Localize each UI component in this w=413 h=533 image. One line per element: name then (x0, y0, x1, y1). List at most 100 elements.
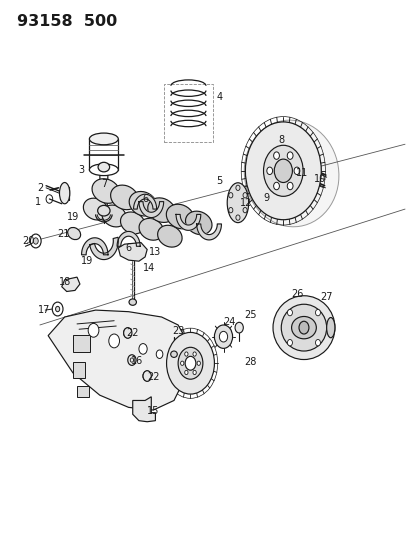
Text: 27: 27 (320, 292, 332, 302)
Circle shape (184, 370, 188, 375)
Circle shape (178, 348, 202, 379)
Circle shape (245, 122, 320, 220)
Polygon shape (90, 237, 118, 260)
Polygon shape (118, 243, 147, 261)
Text: 93158  500: 93158 500 (17, 14, 117, 29)
Circle shape (219, 332, 227, 342)
Text: 26: 26 (291, 289, 303, 299)
Polygon shape (139, 201, 163, 217)
Circle shape (185, 357, 195, 370)
Circle shape (30, 234, 41, 248)
Text: 15: 15 (147, 406, 159, 416)
Ellipse shape (227, 183, 248, 223)
Circle shape (55, 306, 59, 312)
Text: 9: 9 (263, 193, 269, 204)
Text: 17: 17 (38, 305, 50, 315)
Bar (73, 335, 90, 352)
Ellipse shape (129, 191, 157, 216)
Ellipse shape (67, 228, 81, 240)
Circle shape (293, 167, 299, 174)
Ellipse shape (147, 198, 175, 222)
Ellipse shape (291, 317, 316, 339)
Circle shape (273, 182, 279, 190)
Ellipse shape (139, 219, 163, 240)
Text: 19: 19 (81, 256, 93, 266)
Circle shape (156, 350, 162, 359)
Text: 4: 4 (216, 92, 222, 102)
Circle shape (52, 302, 63, 316)
Text: 14: 14 (143, 263, 155, 273)
Text: 2: 2 (37, 183, 43, 193)
Text: 25: 25 (244, 310, 256, 320)
Polygon shape (117, 231, 140, 246)
Text: 3: 3 (78, 165, 84, 175)
Text: 28: 28 (244, 357, 256, 367)
Polygon shape (62, 277, 80, 292)
Text: 8: 8 (278, 135, 284, 145)
Text: 19: 19 (66, 212, 79, 222)
Circle shape (263, 146, 302, 196)
Ellipse shape (120, 212, 145, 234)
Text: 13: 13 (149, 247, 161, 257)
Text: 1: 1 (35, 197, 41, 207)
Circle shape (214, 325, 232, 349)
Circle shape (287, 310, 292, 316)
Bar (73, 362, 85, 378)
Ellipse shape (102, 205, 126, 227)
Circle shape (315, 310, 320, 316)
Ellipse shape (89, 164, 118, 175)
Bar (77, 385, 88, 397)
Ellipse shape (110, 185, 138, 209)
Circle shape (287, 152, 292, 159)
Ellipse shape (83, 198, 107, 220)
Circle shape (139, 344, 147, 354)
Polygon shape (81, 238, 108, 255)
Circle shape (235, 322, 243, 333)
Circle shape (88, 324, 99, 337)
Ellipse shape (244, 120, 338, 227)
Circle shape (184, 352, 188, 356)
Text: 7: 7 (100, 179, 107, 189)
Polygon shape (176, 214, 200, 230)
Ellipse shape (59, 182, 70, 204)
Ellipse shape (157, 225, 182, 247)
Circle shape (33, 238, 38, 244)
Polygon shape (133, 194, 156, 209)
Ellipse shape (170, 351, 177, 358)
Ellipse shape (98, 163, 109, 172)
Circle shape (287, 340, 292, 346)
Circle shape (192, 352, 196, 356)
Circle shape (287, 182, 292, 190)
Text: 22: 22 (126, 328, 139, 338)
Circle shape (180, 361, 183, 366)
Polygon shape (48, 310, 188, 410)
Circle shape (128, 355, 136, 366)
Polygon shape (133, 397, 155, 422)
Text: 23: 23 (171, 326, 184, 336)
Ellipse shape (129, 299, 136, 305)
Polygon shape (196, 224, 221, 240)
Circle shape (273, 159, 292, 182)
Text: 12: 12 (240, 198, 252, 208)
Text: 10: 10 (313, 174, 326, 184)
Ellipse shape (185, 211, 211, 235)
Circle shape (166, 333, 214, 394)
Circle shape (315, 340, 320, 346)
Text: 24: 24 (223, 317, 235, 327)
Bar (163, 84, 213, 142)
Text: 20: 20 (23, 236, 35, 246)
Text: 16: 16 (131, 356, 142, 366)
Text: 11: 11 (295, 168, 307, 179)
Ellipse shape (280, 304, 326, 351)
Ellipse shape (97, 205, 110, 216)
Ellipse shape (92, 179, 119, 203)
Text: 6: 6 (125, 243, 131, 253)
Text: 22: 22 (147, 372, 159, 382)
Ellipse shape (89, 133, 118, 145)
Circle shape (192, 370, 196, 375)
Circle shape (298, 321, 308, 334)
Circle shape (197, 361, 200, 366)
Circle shape (273, 152, 279, 159)
Text: 21: 21 (57, 229, 69, 239)
Circle shape (143, 370, 151, 381)
